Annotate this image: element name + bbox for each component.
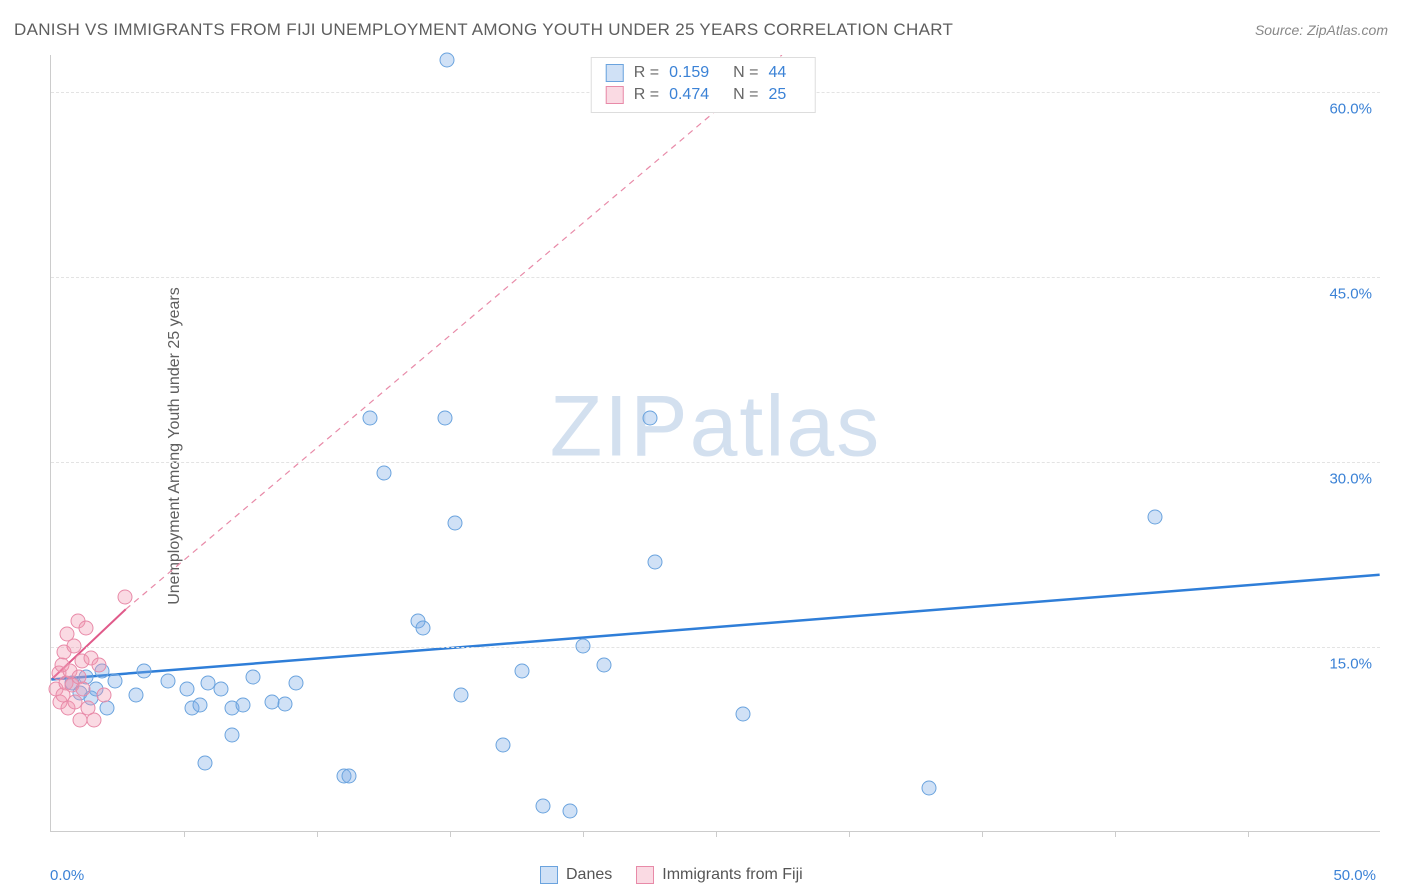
data-point (448, 515, 463, 530)
gridline (51, 277, 1380, 278)
x-axis-max-label: 50.0% (1333, 867, 1376, 884)
x-tick (982, 831, 983, 837)
x-tick (317, 831, 318, 837)
x-tick (583, 831, 584, 837)
data-point (66, 639, 81, 654)
data-point (363, 410, 378, 425)
stats-box: R = 0.159 N = 44 R = 0.474 N = 25 (591, 57, 816, 113)
data-point (440, 53, 455, 68)
y-tick-label: 60.0% (1329, 101, 1372, 118)
data-point (376, 466, 391, 481)
swatch-blue-icon (540, 866, 558, 884)
data-point (735, 706, 750, 721)
data-point (341, 768, 356, 783)
y-tick-label: 15.0% (1329, 656, 1372, 673)
data-point (192, 698, 207, 713)
x-tick (1248, 831, 1249, 837)
data-point (278, 696, 293, 711)
y-tick-label: 30.0% (1329, 471, 1372, 488)
gridline (51, 462, 1380, 463)
data-point (107, 673, 122, 688)
data-point (437, 410, 452, 425)
data-point (129, 688, 144, 703)
data-point (597, 657, 612, 672)
data-point (642, 410, 657, 425)
x-tick (450, 831, 451, 837)
legend: Danes Immigrants from Fiji (540, 866, 803, 884)
x-tick (849, 831, 850, 837)
swatch-blue-icon (606, 64, 624, 82)
data-point (416, 620, 431, 635)
data-point (137, 663, 152, 678)
y-tick-label: 45.0% (1329, 286, 1372, 303)
data-point (235, 698, 250, 713)
stats-row-fiji: R = 0.474 N = 25 (606, 84, 801, 106)
legend-item-danes: Danes (540, 866, 612, 884)
source-label: Source: ZipAtlas.com (1255, 22, 1388, 38)
chart-title: DANISH VS IMMIGRANTS FROM FIJI UNEMPLOYM… (14, 20, 953, 40)
data-point (536, 799, 551, 814)
data-point (78, 620, 93, 635)
swatch-pink-icon (606, 86, 624, 104)
scatter-plot: ZIPatlas 15.0%30.0%45.0%60.0% (50, 55, 1380, 832)
x-tick (184, 831, 185, 837)
data-point (453, 688, 468, 703)
data-point (514, 663, 529, 678)
data-point (647, 555, 662, 570)
swatch-pink-icon (636, 866, 654, 884)
data-point (921, 780, 936, 795)
legend-item-fiji: Immigrants from Fiji (636, 866, 802, 884)
data-point (1147, 509, 1162, 524)
data-point (118, 589, 133, 604)
data-point (496, 737, 511, 752)
x-axis-min-label: 0.0% (50, 867, 84, 884)
data-point (75, 682, 90, 697)
data-point (91, 657, 106, 672)
data-point (288, 676, 303, 691)
data-point (97, 688, 112, 703)
gridline (51, 647, 1380, 648)
data-point (576, 639, 591, 654)
data-point (224, 727, 239, 742)
x-tick (716, 831, 717, 837)
x-tick (1115, 831, 1116, 837)
data-point (198, 756, 213, 771)
trend-lines (51, 55, 1380, 831)
data-point (161, 673, 176, 688)
data-point (562, 804, 577, 819)
data-point (214, 682, 229, 697)
chart-container: DANISH VS IMMIGRANTS FROM FIJI UNEMPLOYM… (0, 0, 1406, 892)
stats-row-danes: R = 0.159 N = 44 (606, 62, 801, 84)
data-point (246, 669, 261, 684)
data-point (86, 713, 101, 728)
data-point (179, 682, 194, 697)
